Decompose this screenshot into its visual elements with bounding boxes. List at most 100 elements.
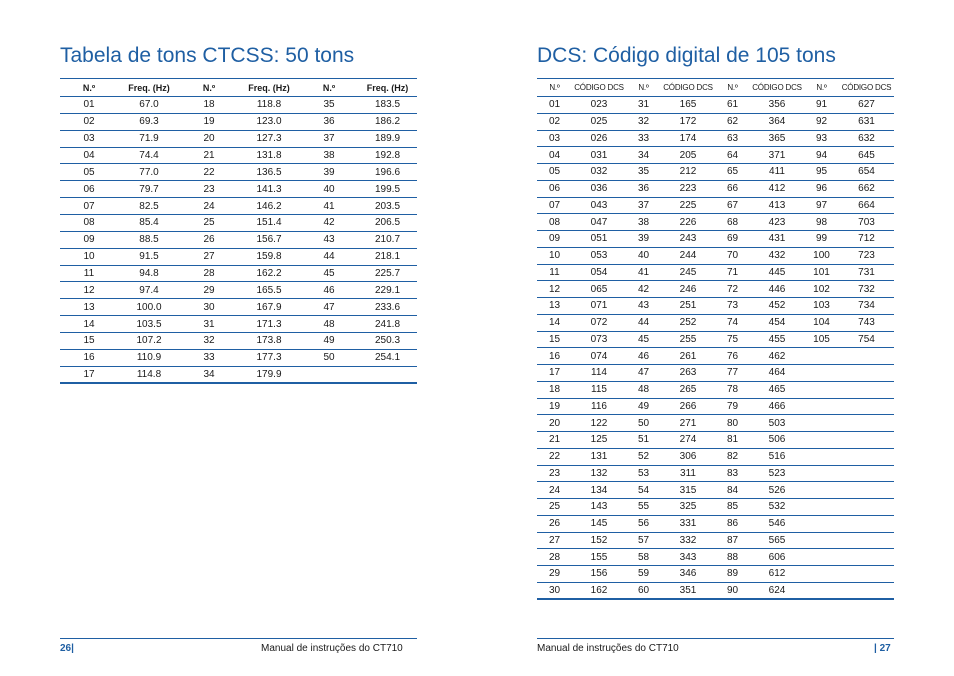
tone-number-cell: 83: [726, 467, 739, 479]
tone-number-cell: 64: [726, 149, 739, 161]
tone-value-cell: 114: [591, 367, 607, 379]
tone-number-cell: 41: [637, 266, 650, 278]
tone-value-cell: 177.3: [256, 352, 282, 364]
tone-value-cell: 162.2: [256, 268, 282, 280]
tone-number-cell: 40: [323, 183, 335, 195]
tone-number-cell: [804, 499, 839, 516]
table-row: 16 074 46 261 76 462: [537, 348, 894, 365]
tone-number-cell: 02: [548, 116, 561, 128]
tone-value-cell: 107.2: [136, 335, 162, 347]
tone-number-cell: 96: [815, 183, 828, 195]
tone-number-cell: 84: [726, 484, 739, 496]
table-row: 12 97.4 29 165.5 46 229.1: [60, 282, 417, 299]
tone-number-cell: [804, 549, 839, 566]
tone-value-cell: 210.7: [374, 234, 401, 246]
tone-value-cell: 189.9: [374, 133, 401, 145]
tone-number-cell: 48: [323, 318, 335, 330]
tone-number-cell: 101: [813, 266, 830, 278]
tone-value-cell: 118.8: [256, 99, 282, 111]
tone-number-cell: 25: [548, 501, 561, 513]
tone-number-cell: 54: [637, 484, 650, 496]
tone-value-cell: [358, 366, 417, 383]
page-number-right: | 27: [874, 643, 891, 654]
tone-value-cell: 627: [858, 99, 875, 111]
tone-number-cell: [804, 566, 839, 583]
tone-number-cell: 82: [726, 451, 739, 463]
tone-number-cell: [804, 582, 839, 599]
tone-number-cell: 33: [637, 132, 650, 144]
tone-number-cell: 41: [323, 200, 335, 212]
tone-value-cell: 165: [679, 99, 697, 111]
tone-value-cell: 073: [590, 333, 608, 345]
tone-value-cell: 445: [768, 266, 786, 278]
tone-number-cell: 92: [815, 116, 828, 128]
tone-value-cell: 526: [768, 484, 786, 496]
column-header-number: N.º: [549, 83, 560, 92]
table-row: 03 71.9 20 127.3 37 189.9: [60, 130, 417, 148]
tone-value-cell: 051: [590, 233, 608, 245]
tone-value-cell: 464: [768, 367, 786, 379]
tone-value-cell: 325: [679, 501, 697, 513]
tone-value-cell: 036: [590, 183, 608, 195]
tone-number-cell: 44: [323, 251, 335, 263]
tone-value-cell: [839, 465, 894, 482]
table-row: 05 77.0 22 136.5 39 196.6: [60, 164, 417, 181]
tone-number-cell: 22: [203, 166, 215, 178]
table-row: 13 100.0 30 167.9 47 233.6: [60, 299, 417, 316]
tone-number-cell: 07: [548, 199, 561, 211]
tone-number-cell: 31: [203, 318, 215, 330]
tone-value-cell: 199.5: [374, 183, 401, 195]
tone-number-cell: 81: [726, 434, 739, 446]
table-row: 05 032 35 212 65 411 95 654: [537, 164, 894, 181]
tone-value-cell: 465: [768, 384, 786, 396]
table-row: 06 79.7 23 141.3 40 199.5: [60, 181, 417, 198]
tone-value-cell: 265: [679, 384, 697, 396]
tone-number-cell: 78: [726, 384, 739, 396]
tone-value-cell: 274: [679, 434, 697, 446]
tone-number-cell: 27: [548, 534, 561, 546]
column-header-value: Freq. (Hz): [248, 82, 290, 93]
tone-number-cell: 50: [637, 417, 650, 429]
column-header-value: CÓDIGO DCS: [663, 83, 713, 92]
table-row: 29 156 59 346 89 612: [537, 566, 894, 583]
table-row: 10 053 40 244 70 432 100 723: [537, 247, 894, 264]
tone-value-cell: 723: [858, 250, 875, 262]
tone-number-cell: 93: [815, 132, 828, 144]
tone-number-cell: 68: [726, 216, 739, 228]
table-row: 27 152 57 332 87 565: [537, 532, 894, 549]
tone-value-cell: [839, 566, 894, 583]
tone-value-cell: 532: [768, 501, 786, 513]
tone-value-cell: 91.5: [139, 251, 159, 263]
tone-value-cell: 462: [768, 350, 786, 362]
tone-number-cell: 65: [726, 166, 739, 178]
tone-value-cell: 523: [768, 467, 786, 479]
tone-number-cell: 34: [637, 149, 650, 161]
tone-value-cell: 103.5: [136, 318, 162, 330]
tone-number-cell: 20: [203, 133, 215, 145]
tone-value-cell: 251: [679, 300, 697, 312]
tone-value-cell: [839, 365, 894, 382]
tone-value-cell: 624: [768, 584, 786, 596]
tone-number-cell: 71: [726, 266, 739, 278]
tone-number-cell: 45: [637, 333, 650, 345]
tone-number-cell: 47: [637, 367, 650, 379]
table-row: 04 031 34 205 64 371 94 645: [537, 147, 894, 164]
tone-value-cell: 026: [590, 132, 608, 144]
tone-value-cell: 100.0: [136, 301, 162, 313]
tone-number-cell: 105: [813, 333, 830, 345]
tone-value-cell: 043: [590, 199, 608, 211]
table-row: 12 065 42 246 72 446 102 732: [537, 281, 894, 298]
tone-value-cell: 223: [679, 183, 697, 195]
tone-value-cell: 131.8: [256, 150, 282, 161]
tone-number-cell: 30: [548, 584, 561, 596]
tone-number-cell: 08: [83, 217, 95, 229]
table-row: 17 114.8 34 179.9: [60, 366, 417, 384]
tone-value-cell: 731: [858, 266, 875, 278]
tone-value-cell: 203.5: [374, 200, 401, 212]
tone-number-cell: 98: [815, 216, 828, 228]
tone-number-cell: 14: [83, 318, 95, 330]
tone-value-cell: 071: [590, 300, 608, 312]
tone-value-cell: 141.3: [256, 183, 282, 195]
column-header-number: N.º: [727, 83, 738, 92]
tone-number-cell: 32: [637, 116, 650, 128]
